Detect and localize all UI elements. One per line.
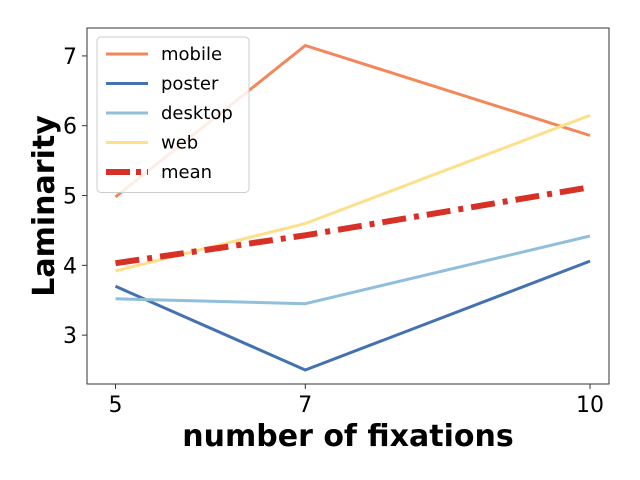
- y-tick-label: 5: [63, 185, 77, 210]
- plot-frame: [86, 27, 610, 385]
- series-line-desktop: [115, 234, 591, 306]
- x-tick-label: 5: [108, 393, 122, 418]
- legend-label-poster: poster: [161, 74, 219, 95]
- y-tick-label: 6: [63, 115, 77, 140]
- y-axis-ticks: 3 4 5 6 7: [63, 45, 87, 349]
- legend: mobile poster desktop web mean: [96, 36, 250, 193]
- legend-label-mobile: mobile: [161, 44, 222, 65]
- series-line-mean: [115, 184, 591, 267]
- legend-label-web: web: [161, 133, 198, 154]
- y-tick-label: 4: [63, 254, 77, 279]
- x-tick-label: 7: [298, 393, 312, 418]
- y-axis-title: Laminarity: [27, 115, 62, 297]
- x-axis-ticks: 5 7 10: [108, 384, 604, 418]
- y-tick-label: 7: [63, 45, 77, 70]
- x-tick-label: 10: [576, 393, 604, 418]
- legend-label-mean: mean: [161, 162, 212, 183]
- x-axis-title: number of fixations: [182, 419, 513, 454]
- series-line-poster: [114, 259, 591, 372]
- plot-lines: [114, 44, 591, 372]
- legend-box: [96, 36, 250, 193]
- legend-label-desktop: desktop: [161, 103, 233, 124]
- y-tick-label: 3: [63, 324, 77, 349]
